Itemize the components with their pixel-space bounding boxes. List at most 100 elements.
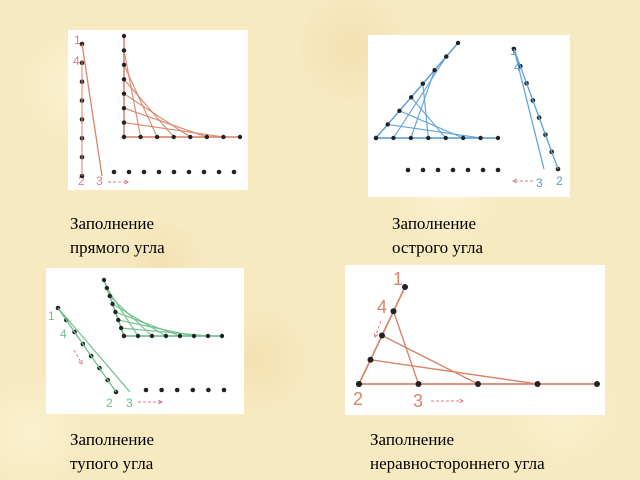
direction-arrow: [374, 320, 382, 338]
thread-line: [106, 287, 139, 337]
hole-dot: [594, 381, 600, 387]
caption-line1: Заполнение: [70, 214, 155, 233]
hole-dot: [154, 134, 160, 140]
hole-dot: [101, 277, 107, 283]
hole-dot: [149, 333, 155, 339]
label-2: 2: [556, 174, 563, 188]
scalene-angle-illustration: 1 4 2 3: [345, 265, 605, 415]
hole-dot: [237, 134, 243, 140]
hole-dot: [191, 333, 197, 339]
hole-dot: [420, 167, 426, 173]
label-4: 4: [377, 297, 387, 317]
caption-scalene-angle: Заполнение неравностороннего угла: [370, 428, 545, 476]
hole-dot: [186, 169, 192, 175]
caption-line1: Заполнение: [70, 430, 155, 449]
caption-line2: тупого угла: [70, 454, 154, 473]
example-thread: [513, 48, 559, 170]
label-1: 1: [48, 309, 55, 323]
hole-dot: [201, 169, 207, 175]
hole-dot: [141, 169, 147, 175]
hole-dot: [216, 169, 222, 175]
hole-dot: [465, 167, 471, 173]
hole-dot: [206, 387, 211, 393]
hole-dot: [121, 333, 127, 339]
hole-dot: [174, 387, 180, 393]
label-3: 3: [96, 174, 103, 188]
acute-angle-illustration: 1 4 2 3: [368, 35, 570, 197]
right-angle-drawing: 1 4 2 3: [73, 33, 243, 188]
hole-dot: [408, 95, 414, 100]
hole-dot: [107, 293, 112, 299]
thread-line: [123, 50, 142, 138]
hole-dot: [121, 33, 127, 39]
caption-obtuse-angle: Заполнение тупого угла: [70, 428, 154, 476]
thread-line: [123, 93, 191, 138]
hole-dot: [443, 135, 448, 141]
hole-dot: [190, 387, 196, 393]
thread-line: [387, 123, 481, 139]
example-thread: [81, 43, 103, 177]
hole-dot: [379, 332, 385, 339]
hole-dot: [435, 167, 441, 173]
thread-line: [123, 78, 175, 138]
thread-line: [422, 83, 429, 139]
hole-dot: [121, 134, 127, 140]
hole-dot: [444, 54, 449, 59]
direction-arrow: [73, 349, 83, 365]
hole-dot: [159, 387, 164, 393]
acute-angle-drawing: 1 4 2 3: [373, 40, 563, 190]
hole-dot: [219, 333, 225, 339]
right-angle-illustration: 1 4 2 3: [68, 30, 248, 190]
hole-dot: [475, 381, 481, 387]
hole-dot: [367, 356, 374, 363]
hole-dot: [221, 387, 227, 393]
hole-dot: [221, 134, 226, 140]
caption-line1: Заполнение: [370, 430, 455, 449]
example-thread: [513, 48, 545, 170]
label-1: 1: [393, 269, 403, 289]
thread-line: [410, 96, 447, 139]
caption-acute-angle: Заполнение острого угла: [392, 212, 483, 260]
hole-dot: [126, 169, 132, 175]
direction-arrow-head: [459, 398, 465, 404]
hole-dot: [116, 317, 121, 323]
hole-dot: [450, 167, 456, 173]
hole-dot: [121, 120, 127, 125]
label-2: 2: [353, 389, 363, 409]
hole-dot: [420, 81, 426, 86]
hole-dot: [177, 333, 183, 339]
obtuse-angle-illustration: 1 4 2 3: [46, 268, 244, 414]
label-3: 3: [536, 176, 543, 190]
direction-arrow-head: [158, 399, 164, 405]
label-3: 3: [413, 391, 423, 411]
hole-dot: [426, 135, 431, 141]
hole-dot: [534, 381, 541, 387]
hole-dot: [143, 387, 149, 393]
example-thread: [57, 307, 117, 393]
thread-line: [381, 334, 479, 385]
thread-line: [410, 69, 436, 139]
hole-dot: [118, 325, 124, 331]
hole-dot: [415, 381, 422, 387]
hole-dot: [121, 105, 127, 111]
direction-arrow-head: [511, 178, 517, 184]
hole-dot: [205, 333, 211, 339]
hole-dot: [121, 77, 127, 82]
hole-dot: [156, 169, 162, 175]
hole-dot: [385, 122, 390, 127]
hole-dot: [171, 134, 176, 140]
caption-line1: Заполнение: [392, 214, 477, 233]
thread-line: [112, 303, 167, 337]
hole-dot: [121, 48, 127, 53]
hole-dot: [104, 285, 110, 291]
hole-dot: [495, 135, 501, 141]
hole-dot: [373, 135, 379, 141]
hole-dot: [121, 91, 127, 96]
hole-dot: [121, 62, 127, 68]
hole-dot: [391, 135, 396, 141]
label-4: 4: [73, 54, 80, 68]
thread-line: [370, 359, 538, 385]
obtuse-angle-drawing: 1 4 2 3: [48, 277, 227, 410]
hole-dot: [135, 333, 141, 339]
thread-line: [123, 121, 224, 138]
